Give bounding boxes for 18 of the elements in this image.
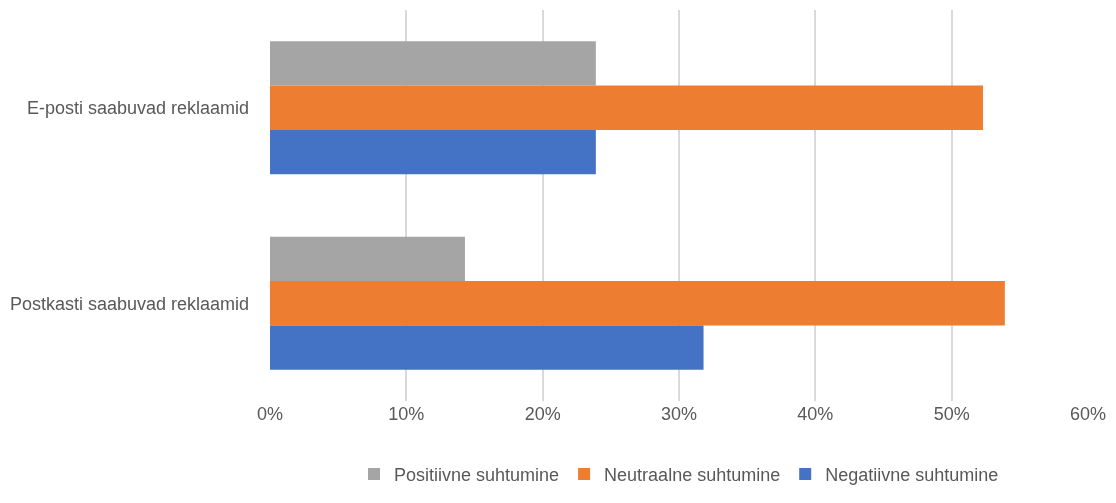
x-tick-label: 30% xyxy=(660,404,698,424)
bar xyxy=(270,325,704,370)
x-tick-label: 40% xyxy=(797,404,834,424)
bar xyxy=(270,236,465,282)
bar xyxy=(270,129,596,175)
legend-label: Negatiivne suhtumine xyxy=(825,464,999,485)
x-tick-label: 50% xyxy=(933,404,970,424)
legend-label: Neutraalne suhtumine xyxy=(604,464,781,485)
bar xyxy=(270,281,1005,326)
x-tick-label: 20% xyxy=(524,404,561,424)
legend-label: Positiivne suhtumine xyxy=(394,464,560,485)
x-tick-label: 0% xyxy=(256,404,284,424)
bar xyxy=(270,85,984,130)
x-tick-label: 60% xyxy=(1069,404,1107,424)
y-tick-label: Postkasti saabuvad reklaamid xyxy=(9,293,249,314)
bar xyxy=(270,41,596,86)
y-tick-label: E-posti saabuvad reklaamid xyxy=(26,98,249,119)
x-tick-label: 10% xyxy=(388,404,425,424)
